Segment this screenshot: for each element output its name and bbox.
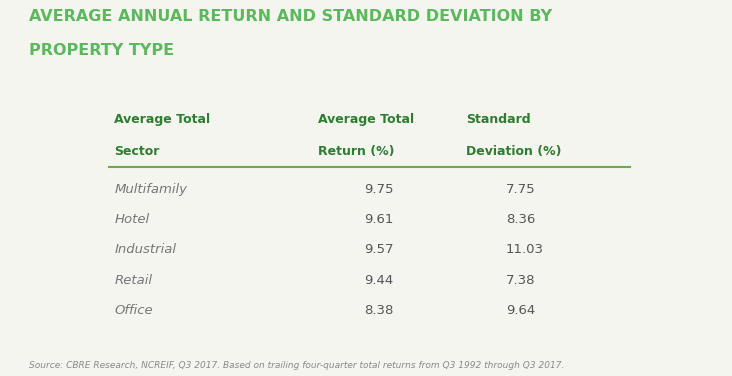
Text: 9.61: 9.61 xyxy=(364,213,393,226)
Text: Multifamily: Multifamily xyxy=(114,183,187,196)
Text: Source: CBRE Research, NCREIF, Q3 2017. Based on trailing four-quarter total ret: Source: CBRE Research, NCREIF, Q3 2017. … xyxy=(29,361,564,370)
Text: Office: Office xyxy=(114,304,153,317)
Text: 7.75: 7.75 xyxy=(506,183,535,196)
Text: 9.57: 9.57 xyxy=(364,244,393,256)
Text: 8.36: 8.36 xyxy=(506,213,535,226)
Text: Return (%): Return (%) xyxy=(318,145,395,158)
Text: Sector: Sector xyxy=(114,145,160,158)
Text: Average Total: Average Total xyxy=(318,113,414,126)
Text: Hotel: Hotel xyxy=(114,213,149,226)
Text: Industrial: Industrial xyxy=(114,244,176,256)
Text: 8.38: 8.38 xyxy=(364,304,393,317)
Text: Deviation (%): Deviation (%) xyxy=(466,145,561,158)
Text: Average Total: Average Total xyxy=(114,113,210,126)
Text: 11.03: 11.03 xyxy=(506,244,544,256)
Text: 9.75: 9.75 xyxy=(364,183,393,196)
Text: Standard: Standard xyxy=(466,113,531,126)
Text: PROPERTY TYPE: PROPERTY TYPE xyxy=(29,43,174,58)
Text: 9.64: 9.64 xyxy=(506,304,535,317)
Text: 9.44: 9.44 xyxy=(364,274,393,287)
Text: 7.38: 7.38 xyxy=(506,274,535,287)
Text: Retail: Retail xyxy=(114,274,152,287)
Text: AVERAGE ANNUAL RETURN AND STANDARD DEVIATION BY: AVERAGE ANNUAL RETURN AND STANDARD DEVIA… xyxy=(29,9,553,24)
